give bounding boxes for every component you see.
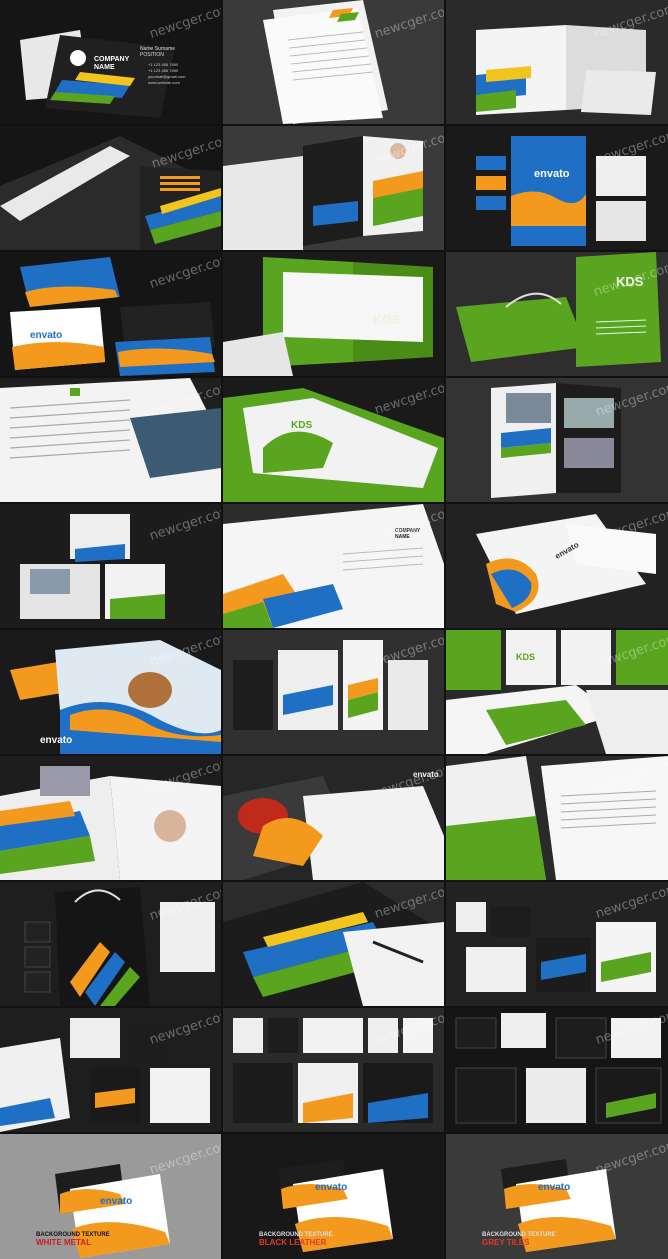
texture-label-white-metal: BACKGROUND TEXTURE WHITE METAL (36, 1232, 110, 1247)
brochure-open-scene (446, 378, 668, 502)
tile-kds-letterhead: newcger.com (0, 378, 221, 502)
tile-envato-envelope: envato newcger.com (446, 504, 668, 628)
kds-bag-scene (446, 252, 668, 376)
tile-trifold-grid: newcger.com (0, 504, 221, 628)
tile-envelope-dl: COMPANY NAME newcger.com (223, 504, 444, 628)
folder-pen-scene (223, 882, 444, 1006)
tile-letterhead: newcger.com (223, 0, 444, 124)
envato-logo-text: envato (413, 770, 439, 779)
tile-scattered-set: newcger.com (0, 1008, 221, 1132)
flat-layout-scene (223, 1008, 444, 1132)
tile-business-card-dark: Name Surname POSITION COMPANY NAME +1 12… (0, 0, 221, 124)
envato-logo-text: envato (534, 168, 570, 180)
kds-logo-text: KDS (291, 420, 313, 431)
tile-envato-bag: envato newcger.com (446, 126, 668, 250)
corporate-set-scene (223, 630, 444, 754)
tile-brochure-trifold: newcger.com (223, 126, 444, 250)
card-name-line: Name Surname (140, 46, 176, 52)
tile-texture-white-metal: envato BACKGROUND TEXTURE WHITE METAL ne… (0, 1134, 221, 1259)
tile-kds-folder-set: KDS newcger.com (446, 630, 668, 754)
tile-kds-envelopes: KDS newcger.com (223, 378, 444, 502)
grey-tiles-scene (446, 1134, 668, 1259)
envato-flyer-scene (0, 630, 221, 754)
tile-corporate-set: newcger.com (223, 630, 444, 754)
kds-logo-text: KDS (616, 274, 644, 289)
card-contact-4: www.website.com (148, 80, 180, 85)
tile-dark-collection: newcger.com (446, 1008, 668, 1132)
envelope-company-line2: NAME (395, 534, 410, 540)
kds-envelopes-scene (223, 378, 444, 502)
envato-logo-text: envato (30, 330, 63, 341)
texture-label-line1: BACKGROUND TEXTURE (259, 1232, 333, 1239)
tile-folder-open: newcger.com (0, 126, 221, 250)
tile-flat-layout: newcger.com (223, 1008, 444, 1132)
note-box-scene (446, 0, 668, 124)
texture-label-grey-tiles: BACKGROUND TEXTURE GREY TILES (482, 1232, 556, 1247)
tile-shopping-bag-dark: newcger.com (0, 882, 221, 1006)
tile-envato-flyer: envato newcger.com (0, 630, 221, 754)
card-position: POSITION (140, 52, 164, 58)
texture-label-line2: WHITE METAL (36, 1237, 91, 1247)
black-leather-scene (223, 1134, 444, 1259)
envelope-company-line1: COMPANY (395, 528, 421, 534)
kds-folder-open-scene (446, 756, 668, 880)
envato-bag-scene (446, 126, 668, 250)
envato-logo-text: envato (40, 735, 73, 746)
letterhead-scene (223, 0, 444, 124)
tile-brochure-dark-people: newcger.com (0, 756, 221, 880)
kds-letterhead-scene (0, 378, 221, 502)
tile-texture-grey-tiles: envato BACKGROUND TEXTURE GREY TILES new… (446, 1134, 668, 1259)
tile-folder-pen: newcger.com (223, 882, 444, 1006)
brochure-scene (223, 126, 444, 250)
full-set-scene (446, 882, 668, 1006)
card-contact-2: +1 123 456 7890 (148, 68, 179, 73)
envato-cards-scene (0, 252, 221, 376)
tile-kds-bag: KDS newcger.com (446, 252, 668, 376)
shopping-bag-scene (0, 882, 221, 1006)
envato-logo-text: envato (538, 1182, 571, 1193)
texture-label-line1: BACKGROUND TEXTURE (36, 1232, 110, 1239)
texture-label-line2: GREY TILES (482, 1237, 530, 1247)
brochure-dark-scene (0, 756, 221, 880)
envelope-dl-scene (223, 504, 444, 628)
business-card-scene (0, 0, 221, 124)
trifold-grid-scene (0, 504, 221, 628)
texture-label-line2: BLACK LEATHER (259, 1237, 327, 1247)
scattered-set-scene (0, 1008, 221, 1132)
tile-kds-folder-open: newcger.com (446, 756, 668, 880)
envato-stationery-scene (223, 756, 444, 880)
tile-envato-cards: envato newcger.com (0, 252, 221, 376)
card-company-line2: NAME (94, 64, 115, 71)
tile-envato-stationery: envato newcger.com (223, 756, 444, 880)
texture-label-black-leather: BACKGROUND TEXTURE BLACK LEATHER (259, 1232, 333, 1247)
envato-logo-text: envato (100, 1196, 133, 1207)
card-company-line1: COMPANY (94, 56, 130, 63)
kds-logo-text: KDS (373, 312, 401, 327)
envato-logo-text: envato (315, 1182, 348, 1193)
white-metal-scene (0, 1134, 221, 1259)
tile-note-boxes: newcger.com (446, 0, 668, 124)
kds-boxes-scene (223, 252, 444, 376)
envato-envelope-scene (446, 504, 668, 628)
tile-brochure-open: newcger.com (446, 378, 668, 502)
tile-full-set: newcger.com (446, 882, 668, 1006)
kds-logo-text: KDS (516, 652, 536, 662)
dark-collection-scene (446, 1008, 668, 1132)
tile-texture-black-leather: envato BACKGROUND TEXTURE BLACK LEATHER (223, 1134, 444, 1259)
card-contact-3: yourmail@gmail.com (148, 74, 186, 79)
kds-folder-set-scene (446, 630, 668, 754)
card-contact-1: +1 123 456 7890 (148, 62, 179, 67)
texture-label-line1: BACKGROUND TEXTURE (482, 1232, 556, 1239)
tile-kds-boxes: KDS (223, 252, 444, 376)
folder-open-scene (0, 126, 221, 250)
